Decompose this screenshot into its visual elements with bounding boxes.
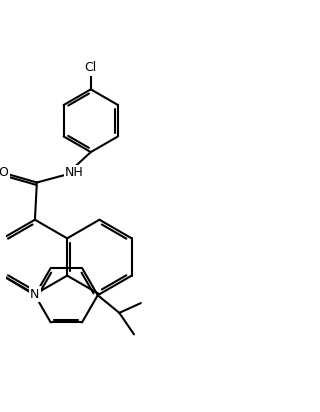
- Text: NH: NH: [65, 166, 84, 179]
- Text: Cl: Cl: [85, 61, 97, 74]
- Text: O: O: [0, 166, 9, 179]
- Text: N: N: [30, 288, 40, 301]
